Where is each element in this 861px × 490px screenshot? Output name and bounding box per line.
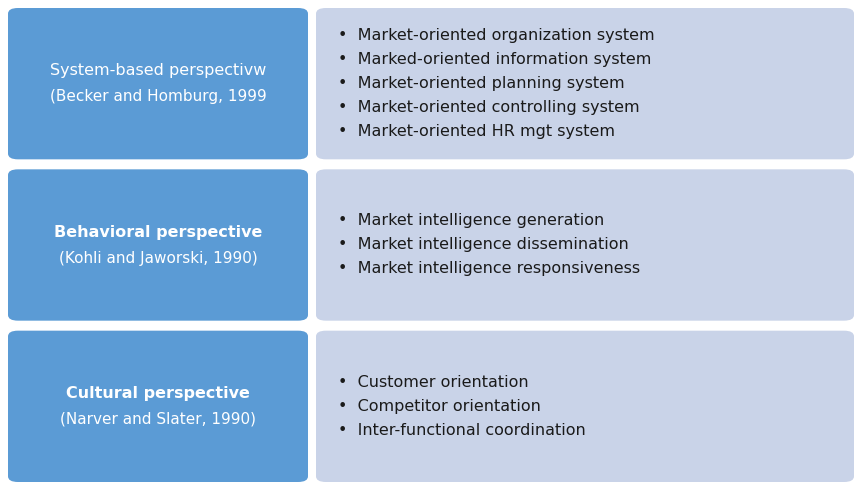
Text: •  Market-oriented HR mgt system: • Market-oriented HR mgt system bbox=[338, 124, 614, 139]
FancyBboxPatch shape bbox=[316, 331, 853, 482]
Text: (Becker and Homburg, 1999: (Becker and Homburg, 1999 bbox=[50, 89, 266, 104]
Text: •  Market intelligence responsiveness: • Market intelligence responsiveness bbox=[338, 262, 640, 276]
Text: System-based perspectivw: System-based perspectivw bbox=[50, 63, 266, 78]
Text: •  Inter-functional coordination: • Inter-functional coordination bbox=[338, 423, 585, 438]
Text: •  Customer orientation: • Customer orientation bbox=[338, 375, 528, 390]
Text: Cultural perspective: Cultural perspective bbox=[66, 386, 250, 401]
Text: •  Market-oriented organization system: • Market-oriented organization system bbox=[338, 28, 653, 43]
Text: •  Market-oriented planning system: • Market-oriented planning system bbox=[338, 76, 624, 91]
FancyBboxPatch shape bbox=[8, 8, 307, 159]
Text: (Kohli and Jaworski, 1990): (Kohli and Jaworski, 1990) bbox=[59, 250, 257, 266]
Text: •  Competitor orientation: • Competitor orientation bbox=[338, 399, 540, 414]
Text: •  Market intelligence generation: • Market intelligence generation bbox=[338, 214, 604, 228]
FancyBboxPatch shape bbox=[316, 170, 853, 320]
Text: •  Market-oriented controlling system: • Market-oriented controlling system bbox=[338, 100, 639, 115]
FancyBboxPatch shape bbox=[8, 331, 307, 482]
FancyBboxPatch shape bbox=[316, 8, 853, 159]
FancyBboxPatch shape bbox=[8, 170, 307, 320]
Text: •  Marked-oriented information system: • Marked-oriented information system bbox=[338, 52, 651, 67]
Text: (Narver and Slater, 1990): (Narver and Slater, 1990) bbox=[60, 412, 256, 427]
Text: •  Market intelligence dissemination: • Market intelligence dissemination bbox=[338, 238, 628, 252]
Text: Behavioral perspective: Behavioral perspective bbox=[53, 224, 262, 240]
